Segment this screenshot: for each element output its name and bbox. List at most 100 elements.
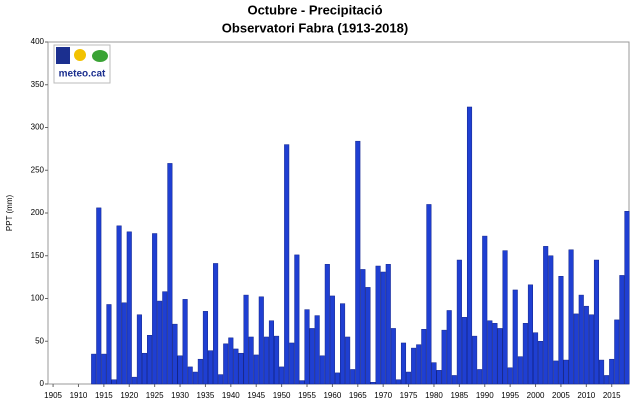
bar xyxy=(243,294,249,385)
bar xyxy=(162,291,168,385)
bar xyxy=(197,358,203,385)
bar xyxy=(131,376,137,385)
logo-icon xyxy=(56,47,70,64)
bar xyxy=(517,356,523,385)
bar xyxy=(431,362,437,385)
y-tick-label: 300 xyxy=(31,123,45,132)
bar xyxy=(390,328,396,385)
bar xyxy=(426,204,432,385)
bar xyxy=(324,264,330,385)
bar xyxy=(253,354,259,385)
bar xyxy=(345,336,351,385)
bar xyxy=(441,329,447,385)
bar xyxy=(411,347,417,385)
bar xyxy=(177,355,183,385)
x-tick-label: 1990 xyxy=(476,391,494,400)
x-tick-label: 1915 xyxy=(95,391,113,400)
bar xyxy=(400,342,407,385)
bar xyxy=(96,207,102,385)
bar xyxy=(472,335,478,385)
bar xyxy=(334,372,341,385)
bar xyxy=(355,140,361,385)
bar xyxy=(527,284,533,385)
x-tick-label: 1950 xyxy=(273,391,291,400)
bar xyxy=(106,304,112,385)
bar xyxy=(599,359,605,385)
bar xyxy=(136,314,142,385)
bar xyxy=(451,375,457,385)
x-tick-label: 2010 xyxy=(577,391,595,400)
bar xyxy=(187,366,193,385)
bar xyxy=(370,382,376,385)
bar xyxy=(548,255,554,385)
logo-icon xyxy=(92,50,108,62)
bar xyxy=(111,379,117,385)
bar xyxy=(91,353,97,385)
y-axis-label: PPT (mm) xyxy=(5,195,14,232)
x-tick-label: 1980 xyxy=(425,391,443,400)
bar xyxy=(385,264,391,385)
bar xyxy=(522,323,528,385)
bar xyxy=(558,276,564,385)
bar xyxy=(207,350,214,385)
bar xyxy=(268,320,274,385)
y-tick-label: 350 xyxy=(31,80,45,89)
y-tick-label: 0 xyxy=(40,379,45,388)
bar xyxy=(477,369,483,385)
y-tick-label: 150 xyxy=(31,251,45,260)
bar xyxy=(248,336,254,385)
bar xyxy=(304,309,310,385)
x-tick-label: 1925 xyxy=(146,391,164,400)
bar xyxy=(299,380,305,385)
bar xyxy=(182,299,188,385)
y-tick-label: 100 xyxy=(31,294,45,303)
x-tick-label: 1960 xyxy=(323,391,341,400)
bar xyxy=(456,259,462,385)
x-tick-label: 1995 xyxy=(501,391,519,400)
x-tick-label: 1910 xyxy=(70,391,88,400)
bar xyxy=(502,250,508,385)
bar xyxy=(167,163,173,385)
bar xyxy=(461,317,467,385)
bar xyxy=(365,287,371,385)
bar xyxy=(573,313,579,385)
x-tick-label: 1970 xyxy=(374,391,392,400)
bar xyxy=(289,342,295,385)
bar xyxy=(563,359,569,385)
bar xyxy=(152,233,158,385)
bar xyxy=(121,302,127,385)
x-tick-label: 1965 xyxy=(349,391,367,400)
x-tick-label: 1935 xyxy=(197,391,215,400)
bar xyxy=(329,295,335,385)
bar xyxy=(233,348,239,385)
y-tick-label: 250 xyxy=(31,165,45,174)
bar xyxy=(380,271,386,385)
bar xyxy=(101,353,107,385)
bar xyxy=(279,366,285,385)
bar xyxy=(228,337,234,385)
bar xyxy=(624,211,630,385)
bar xyxy=(350,369,356,385)
bar xyxy=(157,300,163,385)
bar xyxy=(192,371,198,385)
x-tick-label: 1930 xyxy=(171,391,189,400)
bar xyxy=(543,246,549,385)
bar xyxy=(614,319,620,385)
bar xyxy=(126,231,132,385)
logo-text: meteo.cat xyxy=(59,69,106,80)
bar xyxy=(360,269,366,385)
y-tick-label: 200 xyxy=(31,208,45,217)
chart-title: Octubre - Precipitació xyxy=(247,2,382,17)
x-tick-label: 1955 xyxy=(298,391,316,400)
bar xyxy=(482,235,488,385)
bar xyxy=(593,259,600,385)
x-tick-label: 2005 xyxy=(552,391,570,400)
bar xyxy=(263,336,269,385)
bar xyxy=(588,314,594,385)
bar xyxy=(512,289,518,385)
bar xyxy=(395,379,401,385)
bar xyxy=(497,328,503,385)
x-tick-label: 2000 xyxy=(527,391,545,400)
bar xyxy=(446,310,452,385)
bar xyxy=(116,225,122,385)
